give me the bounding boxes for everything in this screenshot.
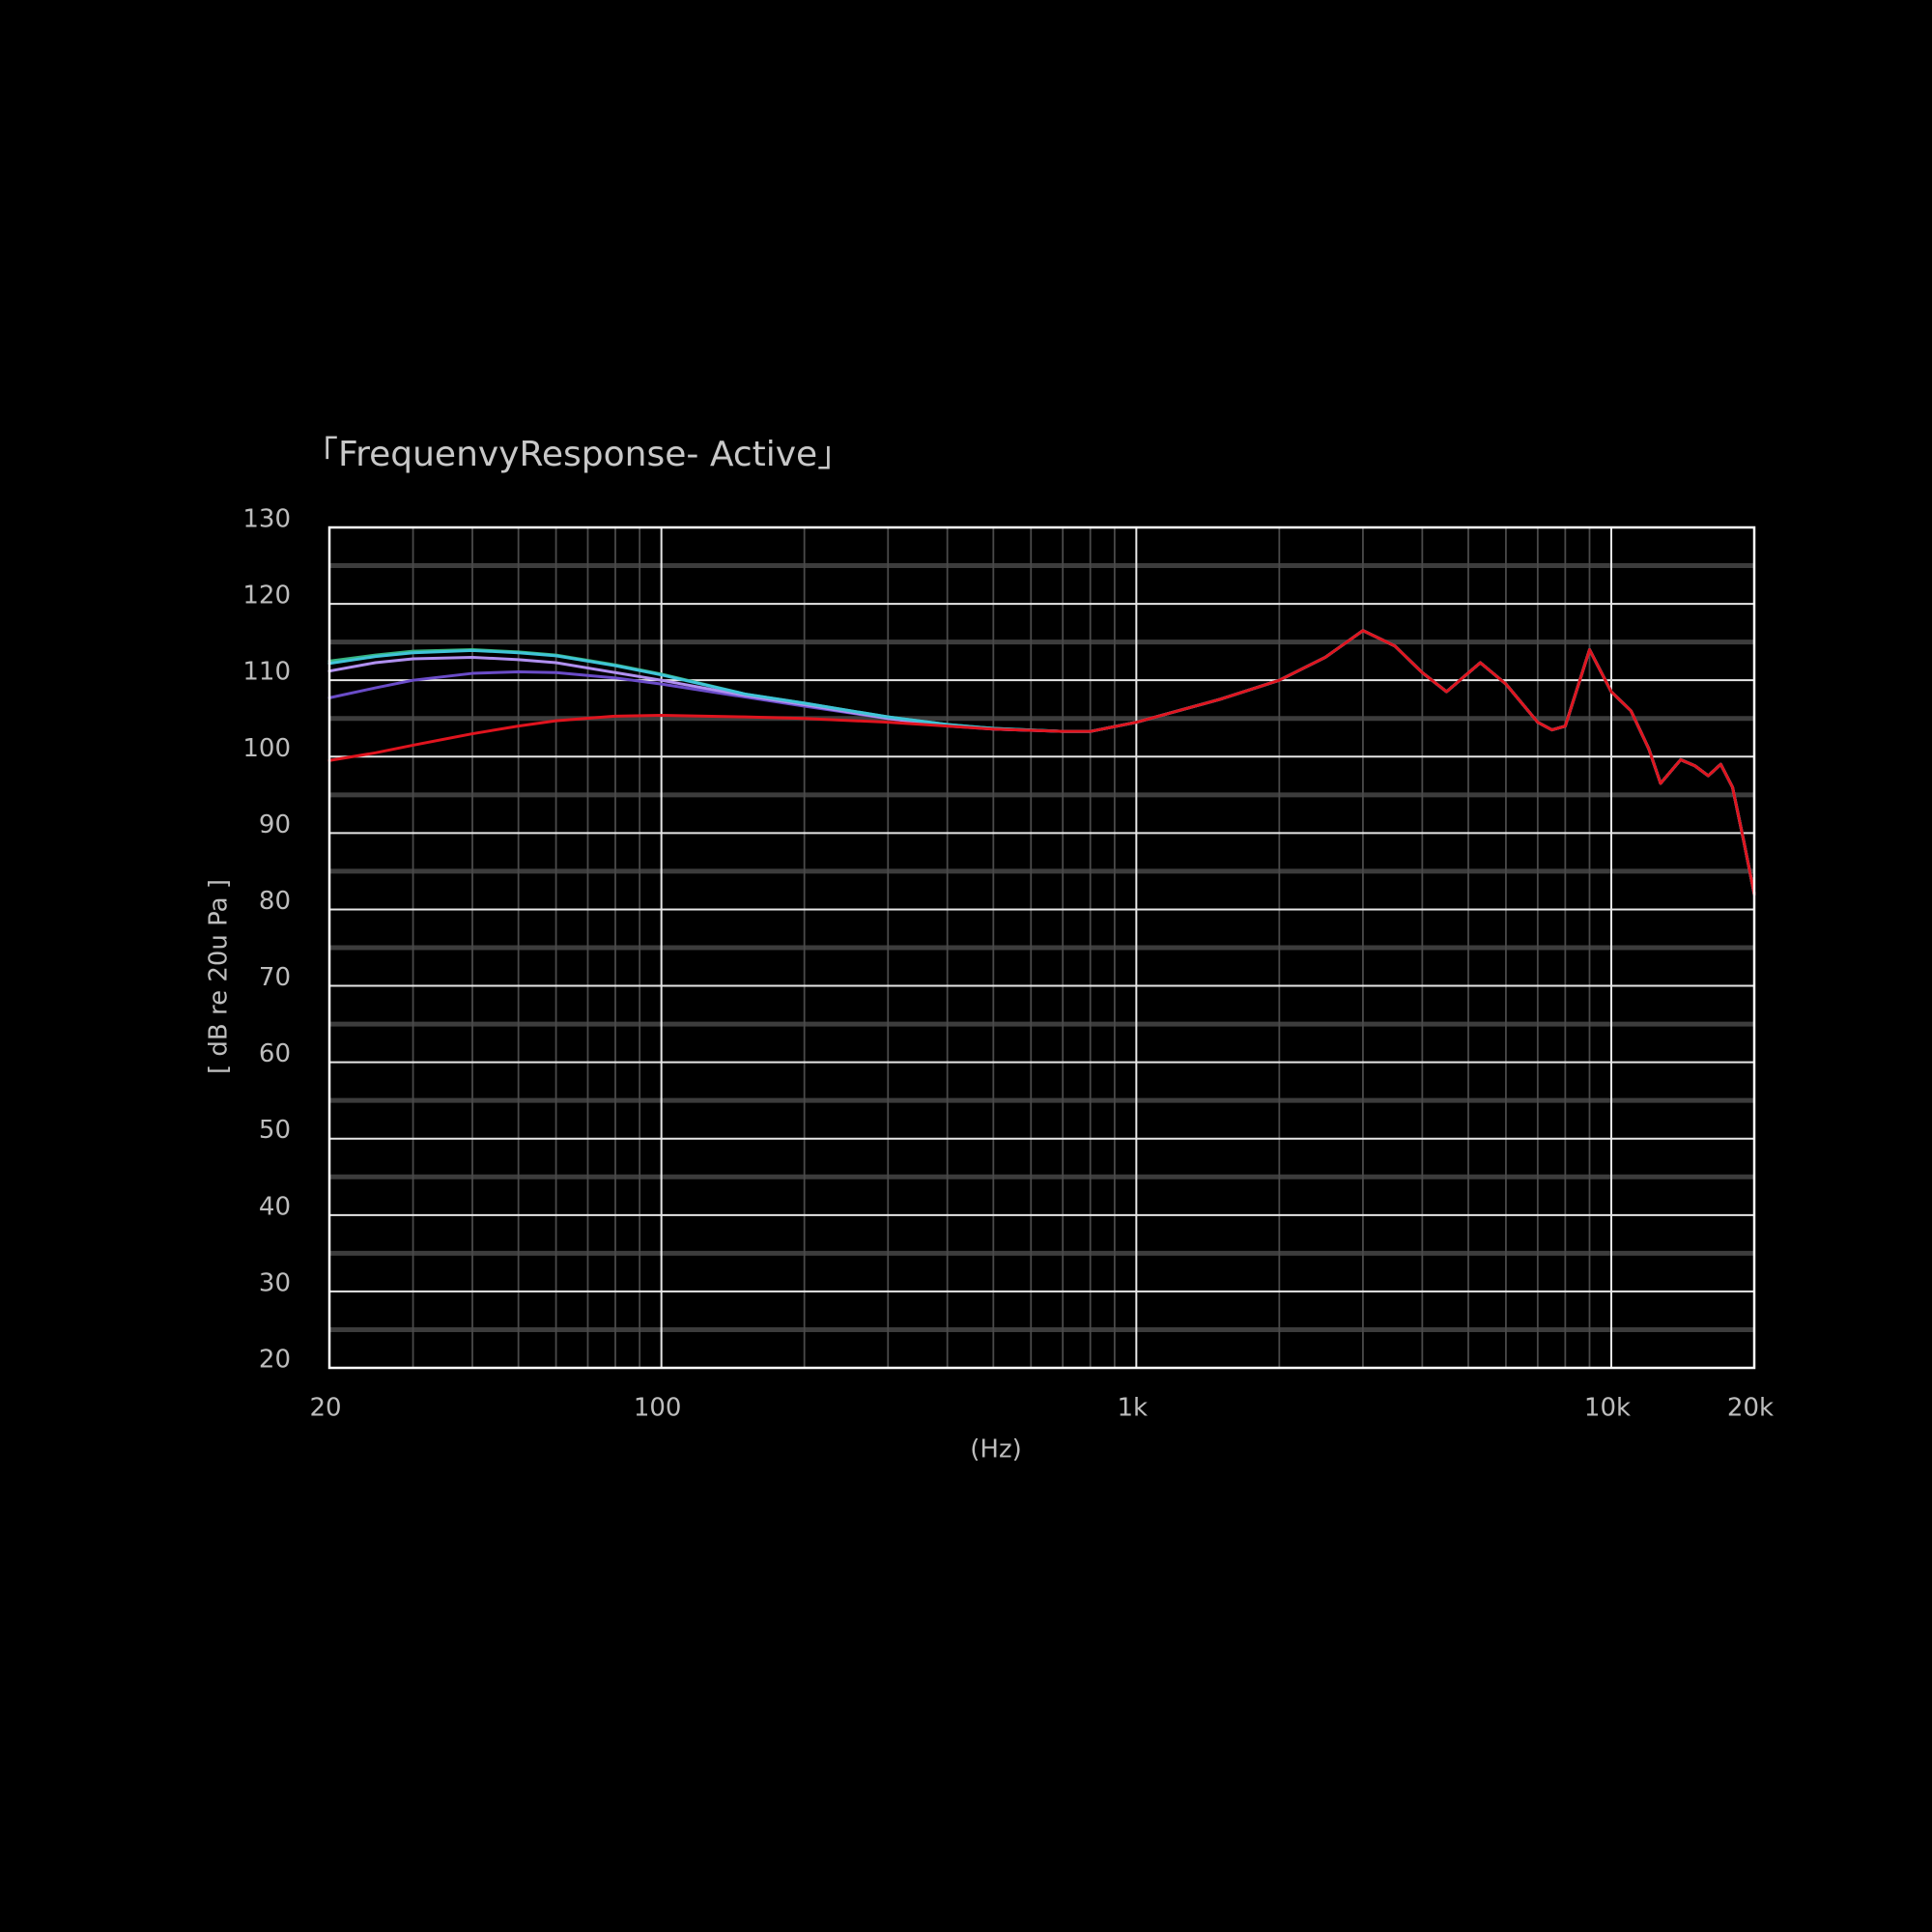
chart-title: 「FrequenvyResponse- Active」	[303, 435, 852, 474]
y-tick-label: 100	[242, 734, 291, 763]
plot-lines	[327, 629, 1756, 896]
y-tick-label: 80	[259, 887, 291, 916]
y-tick-label: 90	[259, 810, 291, 839]
x-tick-label: 1k	[1118, 1394, 1149, 1423]
y-tick-label: 40	[259, 1192, 291, 1221]
x-tick-label: 20	[309, 1394, 341, 1423]
y-tick-label: 30	[259, 1268, 291, 1297]
y-tick-label: 110	[242, 658, 291, 687]
x-tick-label: 20k	[1727, 1394, 1774, 1423]
y-tick-label: 120	[242, 582, 291, 611]
y-axis-label: [ dB re 20u Pa ]	[205, 879, 234, 1074]
y-tick-label: 50	[259, 1116, 291, 1145]
plot-border	[327, 526, 1756, 1370]
x-axis-label: (Hz)	[970, 1435, 1022, 1464]
y-tick-label: 70	[259, 963, 291, 992]
y-tick-label: 130	[242, 505, 291, 534]
y-tick-label: 60	[259, 1039, 291, 1068]
y-tick-label: 20	[259, 1346, 291, 1375]
x-tick-label: 100	[634, 1394, 682, 1423]
x-tick-label: 10k	[1584, 1394, 1631, 1423]
tick-labels: 20 30 40 50 60 70 80 90 100 110 120 130 20 100 1k 10k 20…	[242, 505, 1774, 1423]
series-line	[327, 629, 1756, 896]
